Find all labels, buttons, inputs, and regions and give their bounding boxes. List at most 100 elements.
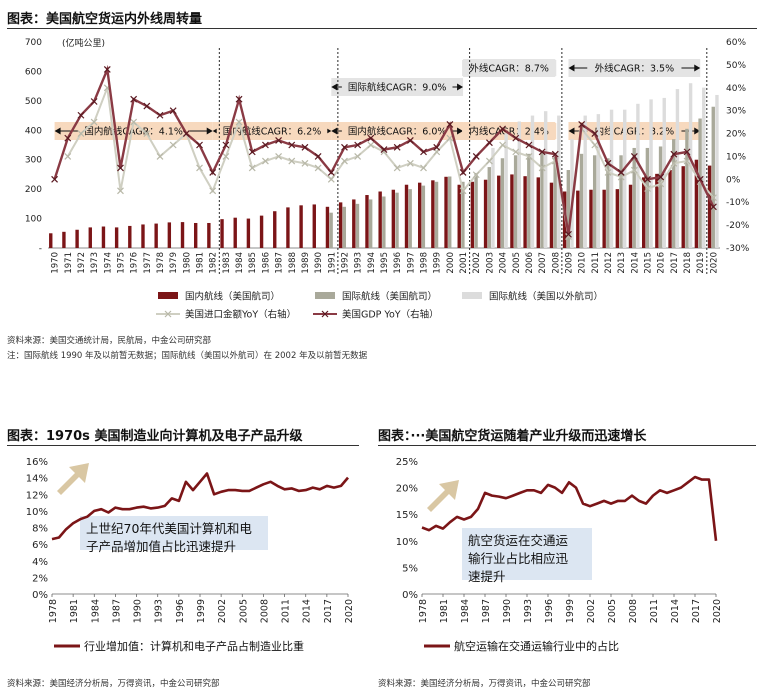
br-x-tick-label: 1984 [460, 599, 471, 623]
top-bar-0 [273, 211, 277, 248]
top-bar-0 [193, 222, 198, 248]
top-line-marker-1 [683, 148, 691, 156]
br-y-tick-label: 15% [396, 510, 418, 521]
top-bar-0 [641, 177, 646, 248]
top-chart-title: 图表：美国航空货运内外线周转量 [7, 12, 203, 27]
br-title-rule [378, 445, 756, 446]
top-annotation-arrow-right [694, 127, 701, 135]
top-line-marker-1 [604, 159, 612, 167]
top-x-tick-label: 1978 [156, 252, 166, 274]
bl-legend-label: 行业增加值：计算机和电子产品占制造业比重 [84, 639, 304, 653]
top-annotation-label-bg [587, 60, 682, 76]
top-line-marker-0 [420, 164, 427, 172]
bl-x-tick-label: 1990 [133, 599, 144, 623]
top-bar-0 [246, 218, 251, 248]
top-x-tick-label: 1995 [380, 252, 390, 274]
top-bar-0 [707, 165, 712, 248]
top-right-tick-label: 0% [726, 175, 741, 185]
top-x-tick-label: 1997 [406, 252, 416, 274]
top-x-tick-label: 1972 [77, 252, 87, 274]
top-line-marker-0 [604, 169, 612, 176]
top-line-marker-0 [275, 153, 283, 160]
top-x-tick-label: 1974 [103, 252, 113, 274]
top-bar-0 [483, 179, 488, 248]
top-line-marker-1 [459, 169, 467, 176]
top-line-marker-1 [314, 153, 322, 160]
top-x-tick-label: 1988 [288, 252, 298, 274]
br-x-tick-label: 1978 [418, 599, 429, 623]
top-x-tick-label: 1979 [169, 252, 179, 274]
top-annotation-label: 国际航线CAGR：9.0% [348, 82, 447, 94]
top-line-marker-1 [578, 120, 586, 128]
top-annotation-label: 外线CAGR：8.7% [469, 63, 549, 75]
top-chart-source: 资料来源：美国交通统计局，民航局，中金公司研究部 [7, 336, 212, 346]
top-bar-1 [487, 167, 491, 248]
top-line-marker-0 [248, 164, 256, 172]
bl-x-tick-label: 1999 [196, 599, 207, 623]
top-bar-0 [628, 184, 633, 248]
br-chart-title: 图表：···美国航空货运随着产业升级而迅速增长 [378, 429, 647, 444]
top-bar-1 [606, 158, 610, 248]
bl-chart-title: 图表：1970s 美国制造业向计算机及电子产品升级 [7, 429, 303, 444]
top-line-marker-1 [393, 143, 401, 151]
top-bar-2 [596, 114, 601, 248]
top-line-marker-1 [275, 136, 283, 144]
top-line-marker-1 [670, 150, 678, 158]
top-bar-0 [391, 189, 396, 248]
top-line-marker-0 [64, 153, 72, 160]
top-x-tick-label: 1985 [248, 252, 258, 274]
top-bar-2 [609, 109, 614, 248]
top-bar-0 [259, 215, 264, 248]
top-bar-1 [329, 212, 333, 248]
top-line-marker-0 [117, 187, 124, 195]
top-line-marker-1 [301, 143, 309, 151]
top-line-marker-0 [301, 159, 309, 167]
top-bar-1 [513, 155, 518, 248]
top-line-marker-1 [182, 130, 190, 137]
top-line-marker-1 [551, 150, 559, 158]
top-annotation-arrow-right [206, 127, 213, 135]
br-annotation-text: 输行业占比相应迅 [468, 551, 569, 566]
top-line-marker-1 [367, 134, 375, 142]
top-line-marker-1 [341, 143, 348, 151]
top-annotation-label: 外线CAGR：3.5% [595, 63, 675, 75]
bl-x-tick-label: 1993 [154, 599, 165, 623]
top-line-marker-1 [406, 136, 414, 144]
top-x-tick-label: 2001 [459, 252, 469, 274]
top-line-marker-1 [156, 111, 164, 119]
top-left-tick-label: - [39, 244, 42, 254]
br-x-tick-label: 1987 [481, 599, 492, 623]
top-bar-2 [623, 109, 627, 248]
bl-x-tick-label: 1981 [69, 599, 80, 623]
top-line-marker-1 [617, 169, 625, 176]
top-line-marker-0 [327, 175, 335, 183]
top-x-tick-label: 1992 [340, 252, 350, 274]
top-x-tick-label: 1981 [196, 252, 206, 274]
top-line-marker-0 [657, 180, 665, 188]
bl-annotation-text: 上世纪70年代美国计算机和电 [86, 521, 252, 536]
top-x-tick-label: 1976 [130, 252, 140, 274]
top-chart-note: 注：国际航线 1990 年及以前暂无数据；国际航线（美国以外航司）在 2002 … [7, 351, 368, 361]
top-line-marker-0 [591, 141, 599, 149]
top-bar-0 [128, 225, 132, 248]
br-x-tick-label: 2014 [670, 599, 681, 623]
top-legend-swatch [158, 292, 178, 299]
bottom-left-chart: 0% 2% 4% 6% 8% 10% 12% 14% 16% 1978 1981 1984 1987 19… [26, 457, 355, 653]
top-line-marker-1 [196, 141, 203, 149]
top-line-marker-1 [117, 164, 124, 172]
top-bar-0 [497, 175, 501, 248]
top-annotation-label-bg [462, 60, 557, 76]
top-x-tick-label: 2008 [551, 252, 561, 274]
bl-x-tick-label: 2005 [238, 599, 249, 623]
br-annotation-box [462, 528, 592, 580]
top-bar-0 [681, 166, 685, 248]
top-bar-0 [220, 219, 224, 248]
bl-x-tick-label: 2008 [259, 599, 270, 623]
bl-annotation-text: 子产品增加值占比迅速提升 [86, 539, 236, 554]
top-line-marker-1 [525, 141, 533, 149]
top-bar-0 [101, 226, 106, 248]
top-line-marker-0 [499, 141, 507, 149]
top-line-marker-1 [565, 230, 572, 238]
top-x-tick-label: 1984 [235, 252, 245, 274]
